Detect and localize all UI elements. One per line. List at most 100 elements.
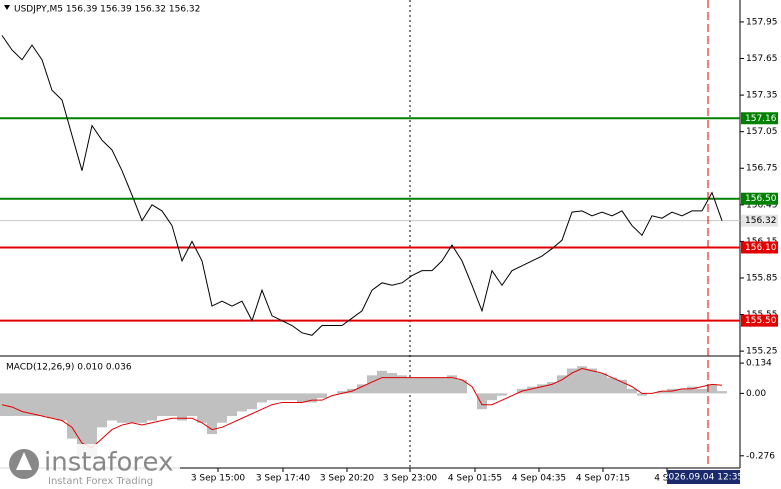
macd-bar [147,393,157,421]
level-label: 156.10 [745,243,777,253]
macd-bar [397,375,407,394]
macd-bar [337,391,347,394]
macd-bar [627,388,637,394]
macd-bar [87,393,97,457]
macd-bar [447,375,457,394]
macd-bar [7,393,17,417]
macd-bar [57,393,67,421]
macd-bar [227,393,237,417]
macd-bar [77,393,87,459]
macd-signal-line [1,368,723,449]
macd-bar [37,393,47,417]
y-tick-label: 157.65 [746,54,778,64]
macd-bar [277,393,287,401]
macd-y-tick-label: 0.00 [746,389,766,399]
y-tick-label: 155.25 [746,347,778,357]
x-tick-label: 4 Sep 04:35 [512,474,566,484]
level-label-bg [741,192,778,205]
macd-bar [657,391,667,394]
macd-bar [687,386,697,394]
macd-bar [127,393,137,423]
level-label: 156.50 [745,194,777,204]
macd-bar [557,375,567,394]
macd-bar [267,393,277,401]
watermark-tagline: Instant Forex Trading [48,476,153,487]
macd-bar [427,377,437,394]
macd-bar [157,393,167,417]
macd-bar [197,393,207,423]
macd-bar [27,393,37,417]
macd-bar [257,393,267,403]
macd-bar [677,388,687,394]
macd-bar [287,393,297,401]
macd-bar [607,377,617,394]
y-tick-label: 157.05 [746,127,778,137]
now-label: 2026.09.04 12:35 [663,473,743,483]
macd-bar [717,391,727,394]
level-label: 155.50 [745,316,777,326]
macd-bar [247,393,257,410]
current-price-label: 156.32 [745,216,777,226]
x-tick-label: 3 Sep 15:00 [191,474,246,484]
watermark-icon-mark [16,452,32,470]
y-tick-label: 155.85 [746,273,778,283]
chart-title: USDJPY,M5 156.39 156.39 156.32 156.32 [14,5,200,15]
level-label-bg [741,241,778,254]
macd-bar [567,368,577,394]
level-label: 157.16 [745,114,777,124]
macd-bar [377,370,387,394]
macd-bar [17,393,27,417]
level-label-bg [741,314,778,327]
macd-y-tick-label: -0.276 [746,451,775,461]
y-tick-label: 156.45 [746,200,778,210]
x-tick-label: 4 Sep 07:15 [576,474,630,484]
level-label-bg [741,112,778,125]
macd-bar [477,393,487,410]
macd-bar [547,382,557,394]
macd-bar [97,393,107,428]
macd-bar [207,393,217,435]
macd-bar [297,393,307,403]
macd-bar [387,373,397,394]
macd-bar [637,393,647,396]
x-tick-label: 3 Sep 23:00 [383,474,438,484]
macd-bar [367,375,377,394]
macd-bar [587,368,597,394]
macd-bar [617,379,627,394]
current-price-bg [741,214,778,227]
macd-bar [537,384,547,394]
macd-bar [487,393,497,401]
macd-bar [307,393,317,403]
macd-bar [407,377,417,394]
macd-bar [697,388,707,394]
macd-bar [437,377,447,394]
macd-bar [597,373,607,394]
macd-bar [167,393,177,417]
now-label-bg [667,470,740,484]
macd-bar [577,366,587,394]
y-tick-label: 157.35 [746,91,778,101]
macd-bar [357,384,367,394]
x-tick-label: 3 Sep 17:40 [256,474,311,484]
macd-bar [707,384,717,394]
price-line [1,35,723,336]
macd-bar [497,393,507,396]
macd-bar [67,393,77,439]
macd-bar [117,393,127,423]
y-tick-label: 157.95 [746,17,778,27]
macd-bar [457,379,467,394]
macd-bar [187,393,197,417]
macd-y-tick-label: 0.134 [746,359,772,369]
macd-bar [217,393,227,423]
macd-bar [317,393,327,398]
macd-bar [417,377,427,394]
macd-bar [177,393,187,421]
macd-bar [107,393,117,421]
macd-bar [137,393,147,423]
watermark: instaforex Instant Forex Trading [0,444,180,489]
x-tick-label: 3 Sep 20:20 [320,474,375,484]
macd-bar [237,393,247,412]
macd-bar [527,386,537,394]
macd-title: MACD(12,26,9) 0.010 0.036 [6,363,132,373]
